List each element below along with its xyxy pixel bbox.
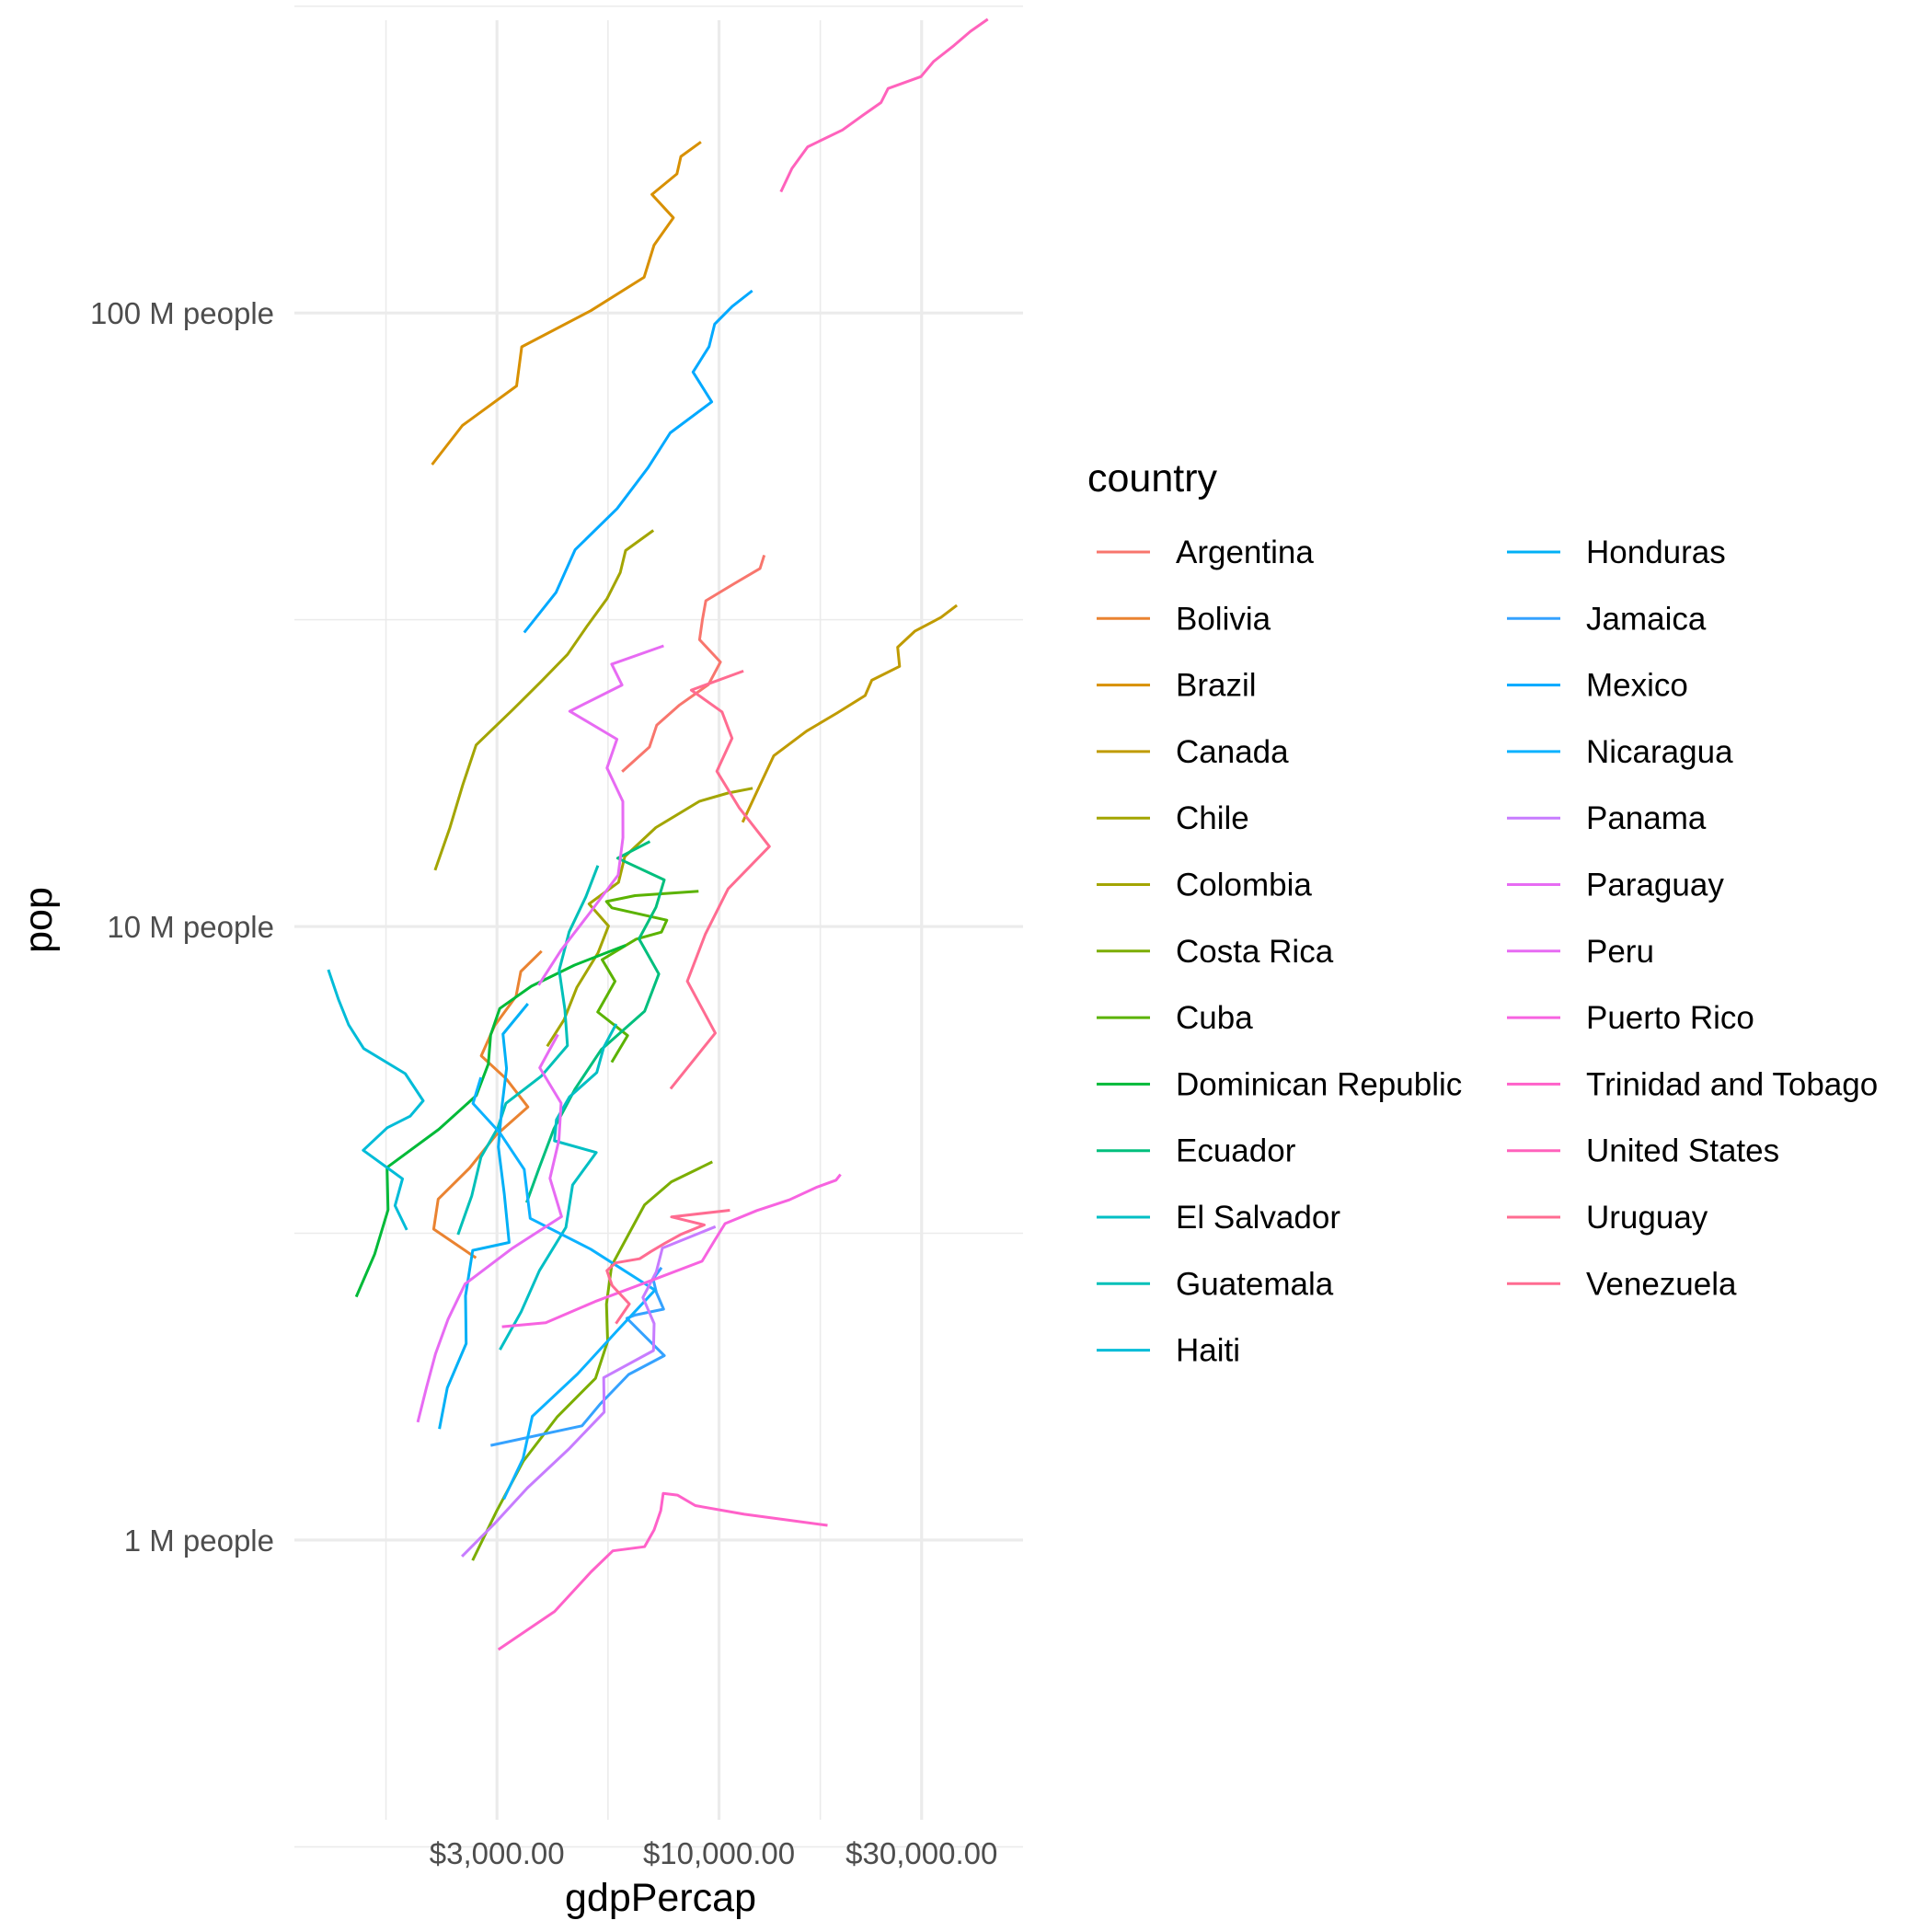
legend-label: Chile xyxy=(1176,800,1249,836)
series-line-honduras xyxy=(438,1003,529,1430)
legend-label: Haiti xyxy=(1176,1333,1240,1369)
y-tick-label: 10 M people xyxy=(107,910,274,944)
legend-label: Bolivia xyxy=(1176,601,1271,637)
series-line-guatemala xyxy=(456,865,600,1236)
legend-label: Peru xyxy=(1586,934,1654,970)
legend-label: Nicaragua xyxy=(1586,734,1733,770)
series-line-united-states xyxy=(779,17,989,193)
legend-label: Paraguay xyxy=(1586,868,1724,903)
series-line-cuba xyxy=(596,890,699,1064)
y-axis-title: pop xyxy=(17,887,61,953)
legend-label: Brazil xyxy=(1176,668,1257,704)
series-line-costa-rica xyxy=(471,1160,713,1561)
grid-major xyxy=(294,20,1023,1820)
y-tick-label: 1 M people xyxy=(124,1524,274,1558)
legend-label: Trinidad and Tobago xyxy=(1586,1066,1878,1102)
x-axis-title: gdpPercap xyxy=(565,1876,756,1920)
legend-label: Venezuela xyxy=(1586,1266,1737,1302)
legend-label: Mexico xyxy=(1586,668,1688,704)
series-line-uruguay xyxy=(605,1209,730,1325)
legend-label: Uruguay xyxy=(1586,1200,1708,1236)
legend-label: United States xyxy=(1586,1133,1779,1169)
legend-label: Puerto Rico xyxy=(1586,1000,1754,1036)
x-tick-label: $30,000.00 xyxy=(845,1836,997,1870)
series-line-paraguay xyxy=(416,1033,563,1423)
series-line-ecuador xyxy=(524,840,666,1203)
series-layer xyxy=(327,17,989,1651)
series-line-haiti xyxy=(327,969,425,1231)
series-line-brazil xyxy=(431,141,702,466)
legend-label: El Salvador xyxy=(1176,1200,1340,1236)
grid-minor xyxy=(294,5,1023,1848)
y-tick-labels: 1 M people 10 M people 100 M people xyxy=(90,296,274,1558)
legend-label: Guatemala xyxy=(1176,1266,1334,1302)
legend-label: Canada xyxy=(1176,734,1289,770)
series-line-trinidad-and-tobago xyxy=(497,1491,828,1651)
series-line-el-salvador xyxy=(499,1023,618,1351)
legend-label: Dominican Republic xyxy=(1176,1066,1462,1102)
legend-label: Costa Rica xyxy=(1176,934,1334,970)
y-tick-label: 100 M people xyxy=(90,296,274,330)
x-tick-label: $3,000.00 xyxy=(430,1836,565,1870)
legend-label: Cuba xyxy=(1176,1000,1253,1036)
series-line-argentina xyxy=(621,554,766,773)
legend-label: Honduras xyxy=(1586,535,1726,570)
series-line-mexico xyxy=(523,289,753,634)
legend-title: country xyxy=(1087,456,1218,500)
series-line-jamaica xyxy=(489,1266,666,1447)
legend-label: Panama xyxy=(1586,800,1707,836)
series-line-panama xyxy=(461,1225,717,1558)
series-line-bolivia xyxy=(431,949,543,1259)
series-line-dominican-republic xyxy=(354,944,627,1298)
series-line-venezuela xyxy=(669,669,771,1090)
legend-label: Argentina xyxy=(1176,535,1314,570)
series-line-peru xyxy=(537,644,664,986)
series-line-puerto-rico xyxy=(501,1173,842,1328)
x-tick-label: $10,000.00 xyxy=(643,1836,795,1870)
legend-label: Colombia xyxy=(1176,868,1312,903)
series-line-nicaragua xyxy=(471,1076,657,1501)
legend: country Argentina Bolivia Brazil Canada Chil… xyxy=(1087,456,1878,1369)
legend-label: Jamaica xyxy=(1586,601,1707,637)
legend-label: Ecuador xyxy=(1176,1133,1296,1169)
series-line-colombia xyxy=(433,529,655,871)
series-line-canada xyxy=(741,604,959,823)
x-tick-labels: $3,000.00 $10,000.00 $30,000.00 xyxy=(430,1836,998,1870)
